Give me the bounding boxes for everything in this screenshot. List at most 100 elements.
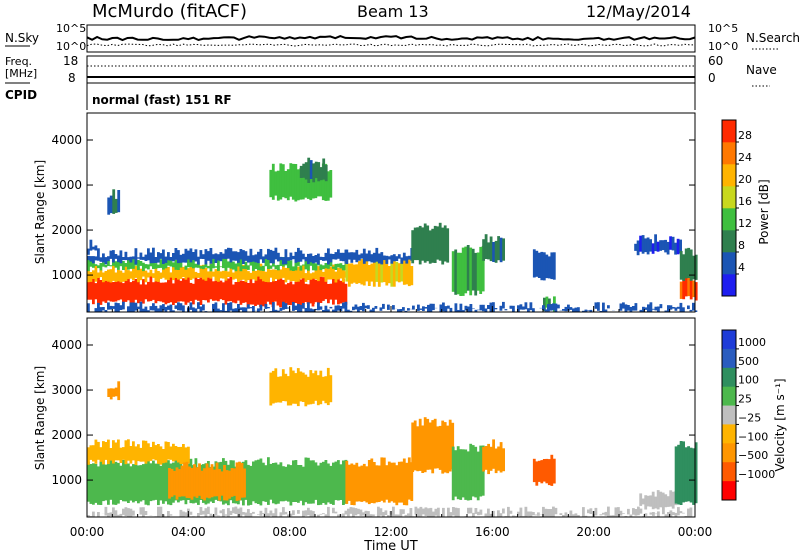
- x-tick-label: 20:00: [576, 525, 611, 539]
- heatmap-cell: [159, 446, 163, 465]
- heatmap-cell: [112, 250, 115, 263]
- heatmap-cell: [252, 461, 255, 502]
- heatmap-cell: [102, 253, 105, 263]
- heatmap-cell: [302, 303, 305, 309]
- velocity-colorbar-swatch: [722, 405, 736, 425]
- heatmap-cell: [532, 458, 536, 483]
- heatmap-cell: [291, 370, 295, 404]
- heatmap-cell: [369, 309, 373, 312]
- heatmap-cell: [287, 257, 290, 261]
- heatmap-cell: [687, 305, 690, 310]
- heatmap-cell: [339, 263, 343, 269]
- heatmap-cell: [234, 263, 238, 272]
- heatmap-cell: [519, 304, 523, 310]
- heatmap-cell: [232, 507, 235, 514]
- heatmap-cell: [413, 227, 417, 261]
- heatmap-cell: [217, 265, 220, 282]
- heatmap-cell: [199, 265, 203, 278]
- heatmap-cell: [492, 510, 495, 517]
- heatmap-cell: [689, 507, 693, 517]
- heatmap-cell: [244, 512, 248, 517]
- heatmap-cell: [314, 255, 318, 263]
- heatmap-cell: [119, 447, 123, 463]
- heatmap-cell: [407, 255, 411, 260]
- heatmap-cell: [267, 457, 270, 505]
- heatmap-cell: [332, 266, 335, 269]
- heatmap-cell: [132, 266, 135, 281]
- heatmap-cell: [311, 291, 315, 307]
- heatmap-cell: [247, 271, 250, 281]
- velocity-colorbar-tick-label: −1000: [738, 468, 775, 481]
- heatmap-cell: [112, 264, 115, 281]
- heatmap-cell: [291, 163, 295, 200]
- heatmap-cell: [210, 464, 214, 498]
- heatmap-cell: [692, 448, 695, 505]
- heatmap-cell: [629, 306, 633, 312]
- heatmap-cell: [249, 272, 253, 280]
- heatmap-cell: [487, 508, 490, 517]
- heatmap-cell: [287, 464, 290, 502]
- heatmap-cell: [476, 451, 480, 501]
- heatmap-cell: [302, 163, 306, 178]
- cpid-panel: CPID normal (fast) 151 RF: [5, 83, 696, 110]
- heatmap-cell: [104, 464, 108, 501]
- heatmap-cell: [629, 514, 633, 517]
- heatmap-cell: [419, 506, 423, 517]
- heatmap-cell: [282, 507, 285, 515]
- heatmap-cell: [542, 506, 545, 517]
- heatmap-cell: [284, 249, 288, 265]
- velocity-colorbar-swatch: [722, 424, 736, 444]
- heatmap-cell: [390, 255, 394, 264]
- heatmap-cell: [147, 248, 150, 261]
- heatmap-cell: [294, 164, 298, 202]
- heatmap-cell: [433, 418, 437, 469]
- heatmap-cell: [94, 256, 98, 261]
- velocity-colorbar: Velocity [m s⁻¹] 1000 500 100 25 −25 −100 −500…: [721, 329, 787, 501]
- heatmap-cell: [355, 462, 359, 502]
- cpid-label: CPID: [5, 88, 37, 102]
- heatmap-cell: [251, 294, 255, 305]
- heatmap-cell: [269, 282, 273, 302]
- heatmap-cell: [208, 467, 211, 499]
- heatmap-cell: [597, 302, 600, 311]
- heatmap-cell: [188, 466, 191, 499]
- heatmap-cell: [170, 468, 174, 497]
- heatmap-cell: [238, 461, 241, 501]
- heatmap-cell: [194, 308, 198, 312]
- heatmap-cell: [212, 271, 215, 277]
- heatmap-cell: [542, 252, 546, 281]
- heatmap-cell: [132, 464, 135, 503]
- heatmap-cell: [124, 264, 128, 281]
- heatmap-cell: [174, 248, 178, 260]
- heatmap-cell: [197, 302, 200, 309]
- heatmap-cell: [429, 303, 433, 312]
- heatmap-cell: [139, 465, 143, 502]
- heatmap-cell: [262, 256, 265, 263]
- heatmap-cell: [212, 281, 215, 301]
- heatmap-cell: [227, 271, 230, 277]
- heatmap-cell: [269, 265, 273, 269]
- heatmap-cell: [134, 446, 138, 465]
- heatmap-cell: [112, 189, 116, 214]
- heatmap-cell: [329, 253, 333, 263]
- heatmap-cell: [142, 507, 145, 517]
- heatmap-cell: [99, 447, 103, 462]
- heatmap-cell: [367, 265, 371, 286]
- heatmap-cell: [102, 441, 105, 465]
- heatmap-cell: [449, 512, 453, 517]
- heatmap-cell: [247, 304, 250, 309]
- heatmap-cell: [657, 511, 660, 517]
- heatmap-cell: [137, 257, 140, 259]
- heatmap-cell: [317, 253, 320, 265]
- heatmap-cell: [436, 226, 440, 260]
- heatmap-cell: [202, 264, 205, 280]
- nave-tick-bottom: 0: [708, 71, 716, 85]
- heatmap-cell: [545, 296, 549, 308]
- heatmap-cell: [229, 248, 233, 263]
- heatmap-cell: [224, 310, 228, 312]
- nsky-label: N.Sky: [5, 31, 39, 45]
- heatmap-cell: [190, 468, 194, 500]
- heatmap-cell: [314, 264, 318, 280]
- heatmap-cell: [667, 305, 670, 312]
- heatmap-cell: [224, 514, 228, 516]
